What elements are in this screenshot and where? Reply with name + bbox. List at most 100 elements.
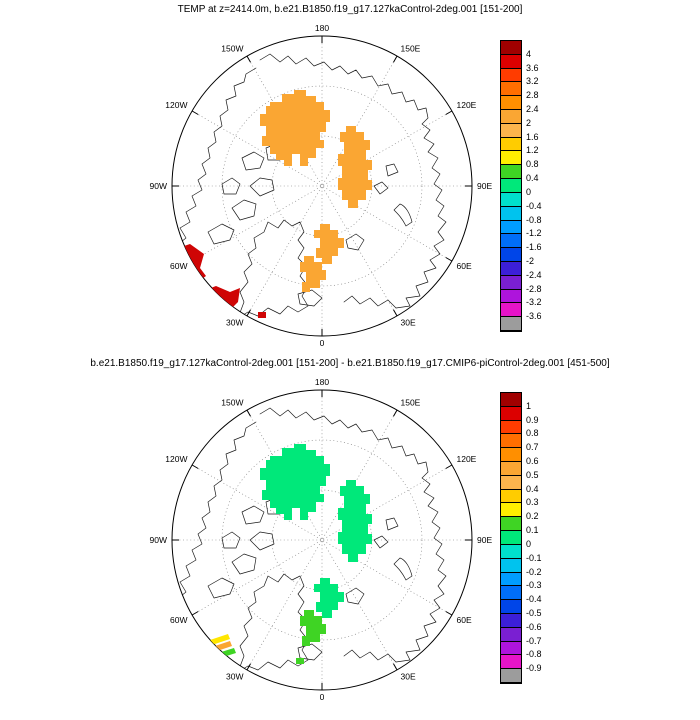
- colorbar-tick-label: 2.4: [526, 104, 539, 115]
- azimuth-label: 90W: [150, 181, 167, 191]
- azimuth-label: 0: [320, 692, 325, 702]
- colorbar-tick-label: -2.4: [526, 269, 542, 280]
- azimuth-label: 150E: [401, 398, 421, 408]
- colorbar-cell: [501, 317, 521, 331]
- colorbar-tick-label: 1: [526, 400, 532, 411]
- figure-page: { "figure": { "background": "#ffffff" },…: [90, 4, 610, 702]
- colorbar-cell: [501, 393, 521, 407]
- azimuth-label: 120W: [165, 100, 187, 110]
- region-edge-patch-south: [200, 286, 240, 318]
- region-edge-speck: [258, 312, 266, 318]
- azimuth-label: 120E: [457, 454, 477, 464]
- region-basin-east: [338, 126, 372, 208]
- colorbar-cell: [501, 248, 521, 262]
- colorbar-cell: [501, 261, 521, 276]
- azimuth-label: 180: [315, 377, 329, 387]
- colorbar-tick-label: -0.2: [526, 566, 542, 577]
- colorbar-tick-label: 0.8: [526, 428, 539, 439]
- azimuth-label: 120W: [165, 454, 187, 464]
- azimuth-label: 30W: [226, 671, 243, 681]
- colorbar-tick-label: 1.6: [526, 131, 539, 142]
- region-basin-east: [338, 480, 372, 562]
- colorbar-tick-label: 0.4: [526, 173, 539, 184]
- azimuth-label: 60E: [457, 615, 472, 625]
- azimuth-label: 180: [315, 23, 329, 33]
- colorbar-tick-label: -0.9: [526, 663, 542, 674]
- colorbar-cell: [501, 420, 521, 435]
- colorbar-tick-label: 0.5: [526, 469, 539, 480]
- colorbar-tick-label: 1.2: [526, 145, 539, 156]
- region-edge-speck: [296, 658, 304, 664]
- colorbar-cell: [501, 613, 521, 628]
- colorbar-cell: [501, 531, 521, 545]
- colorbar-cell: [501, 303, 521, 318]
- plot-title-bottom: b.e21.B1850.f19_g17.127kaControl-2deg.00…: [90, 358, 610, 369]
- azimuth-label: 150E: [401, 44, 421, 54]
- azimuth-label: 90E: [477, 535, 492, 545]
- colorbar-tick-label: 0: [526, 186, 532, 197]
- colorbar-cell: [501, 96, 521, 111]
- plot-title-top: TEMP at z=2414.0m, b.e21.B1850.f19_g17.1…: [177, 4, 523, 15]
- colorbar-labels-bottom: 1 0.9 0.8 0.7 0.6 0.5 0.4 0.3 0.2 0.1 0 -0.1 -0.2 -0.…: [526, 392, 566, 692]
- colorbar-tick-label: 0.7: [526, 442, 539, 453]
- azimuth-label: 120E: [457, 100, 477, 110]
- colorbar-cell: [501, 503, 521, 518]
- colorbar-cell: [501, 462, 521, 476]
- data-shading-bottom: [198, 444, 372, 664]
- colorbar-cell: [501, 41, 521, 55]
- colorbar-cell: [501, 179, 521, 193]
- colorbar-cell: [501, 641, 521, 656]
- colorbar-tick-label: 0.8: [526, 159, 539, 170]
- colorbar-cell: [501, 137, 521, 152]
- colorbar-cell: [501, 220, 521, 235]
- colorbar-tick-label: 0.1: [526, 525, 539, 536]
- colorbar-tick-label: -0.8: [526, 214, 542, 225]
- polar-map-bottom: 180 150E 120E 90E 60E 30E 0 30W 60W 90W 120W 150W: [150, 377, 493, 702]
- colorbar-tick-label: 2: [526, 117, 532, 128]
- region-basin-west: [260, 90, 330, 166]
- colorbar-tick-label: -1.6: [526, 242, 542, 253]
- colorbar-cell: [501, 123, 521, 138]
- colorbar-cell: [501, 68, 521, 83]
- colorbar-cell: [501, 475, 521, 490]
- colorbar-cell: [501, 151, 521, 166]
- colorbar-tick-label: -0.7: [526, 635, 542, 646]
- colorbar-cell: [501, 289, 521, 304]
- colorbar-tick-label: 0.6: [526, 456, 539, 467]
- colorbar-labels-top: 4 3.6 3.2 2.8 2.4 2 1.6 1.2 0.8 0.4 0 -0.4 -0.8 -1.2 -…: [526, 40, 566, 340]
- azimuth-label: 90E: [477, 181, 492, 191]
- colorbar-tick-label: 2.8: [526, 90, 539, 101]
- polar-map-top: 180 150E 120E 90E 60E 30E 0 30W 60W 90W 120W 150W: [150, 23, 493, 348]
- colorbar-tick-label: -3.2: [526, 297, 542, 308]
- azimuth-label: 30W: [226, 317, 243, 327]
- colorbar-tick-label: -2.8: [526, 283, 542, 294]
- azimuth-label: 30E: [401, 671, 416, 681]
- azimuth-label: 60W: [170, 615, 187, 625]
- colorbar-cell: [501, 206, 521, 221]
- colorbar-cell: [501, 192, 521, 207]
- colorbar-tick-label: -0.4: [526, 594, 542, 605]
- colorbar-tick-label: 0: [526, 538, 532, 549]
- colorbar-tick-label: 3.6: [526, 62, 539, 73]
- colorbar-cell: [501, 54, 521, 69]
- azimuth-label: 60W: [170, 261, 187, 271]
- colorbar-tick-label: 0.2: [526, 511, 539, 522]
- azimuth-label: 60E: [457, 261, 472, 271]
- azimuth-label: 90W: [150, 535, 167, 545]
- azimuth-labels-bottom: 180 150E 120E 90E 60E 30E 0 30W 60W 90W 120W 150W: [150, 377, 493, 702]
- colorbar-cell: [501, 434, 521, 449]
- azimuth-label: 0: [320, 338, 325, 348]
- colorbar-tick-label: 3.2: [526, 76, 539, 87]
- colorbar-tick-label: -0.1: [526, 552, 542, 563]
- colorbar-cell: [501, 82, 521, 97]
- region-basin-west: [260, 444, 330, 520]
- colorbar-tick-label: 4: [526, 48, 532, 59]
- colorbar-tick-label: -1.2: [526, 228, 542, 239]
- colorbar-tick-label: -0.5: [526, 607, 542, 618]
- basemap-bottom: [172, 390, 472, 690]
- colorbar-cell: [501, 669, 521, 683]
- colorbar-bottom: [500, 392, 522, 684]
- azimuth-label: 150W: [221, 398, 243, 408]
- colorbar-cell: [501, 165, 521, 180]
- colorbar-cell: [501, 110, 521, 124]
